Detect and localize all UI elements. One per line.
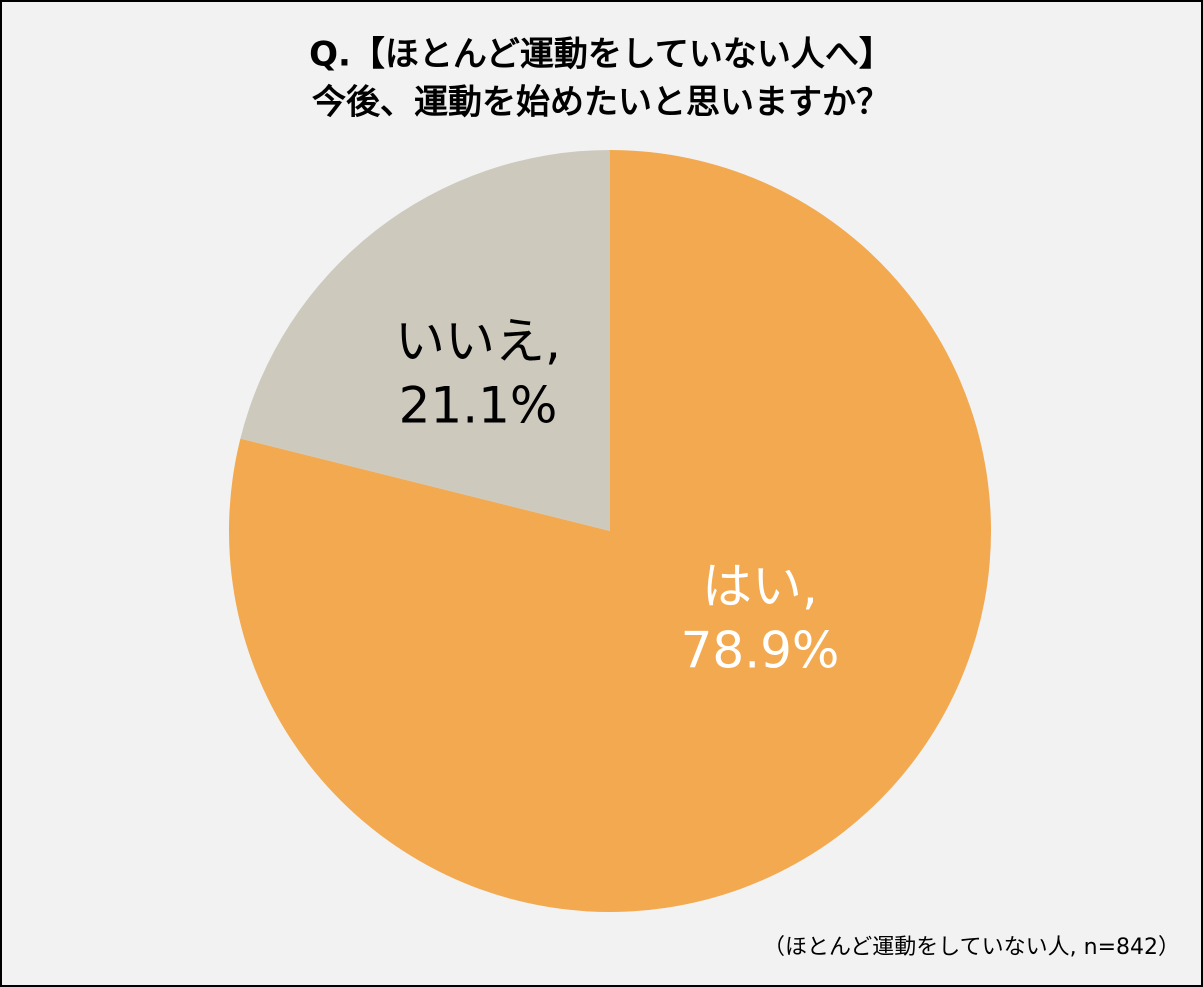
value-label: 78.9% (681, 622, 840, 680)
slice-label: はい, (702, 558, 818, 616)
chart-title: Q.【ほとんど運動をしていない人へ】 (309, 35, 893, 75)
pie-slice (228, 150, 991, 913)
note: （ほとんど運動をしていない人, n=842） (763, 935, 1180, 960)
value-label: 21.1% (399, 377, 558, 435)
chart-title: 今後、運動を始めたいと思いますか？ (312, 83, 890, 123)
pie: はい, 78.9% いいえ, 21.1% (228, 150, 991, 913)
slice-label: いいえ, (395, 313, 561, 371)
pie-slice (240, 150, 610, 531)
